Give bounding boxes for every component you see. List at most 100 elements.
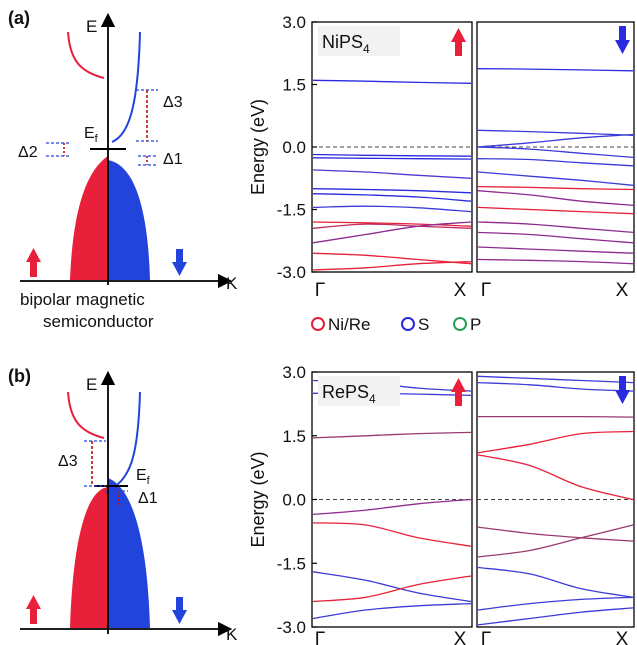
spin-down-band-6: [477, 524, 634, 558]
schematic-b: (b) E K Ef Δ3 Δ1: [8, 366, 238, 644]
gap-delta1-a: Δ1: [163, 151, 183, 168]
legend-item: S: [401, 315, 429, 334]
x-tick-label: Γ: [481, 629, 491, 645]
energy-axis-label-b: E: [86, 375, 97, 394]
spin-down-band-7: [477, 190, 634, 206]
legend-marker: [311, 317, 325, 331]
material-label-box: [318, 376, 400, 406]
spin-down-band-4: [477, 454, 634, 501]
spin-down-band-6: [477, 185, 634, 191]
down-arrow-icon: [615, 26, 630, 54]
spin-up-band-8: [312, 223, 472, 229]
x-tick-label: Γ: [315, 280, 325, 301]
y-tick-label: 0.0: [282, 491, 306, 510]
spin-down-band-0: [477, 375, 634, 384]
legend-item: P: [453, 315, 481, 334]
y-tick-label: 1.5: [282, 76, 306, 95]
panel-label-a: (a): [8, 8, 30, 28]
down-arrow-icon: [172, 597, 187, 624]
spin-up-band-6: [312, 575, 472, 603]
gap-delta1-b: Δ1: [138, 490, 158, 507]
legend-label: S: [418, 315, 429, 334]
x-tick-label: Γ: [315, 629, 325, 645]
spin-up-band-3: [312, 498, 472, 516]
material-label: RePS4: [322, 382, 376, 406]
caption-line2: semiconductor: [43, 312, 154, 331]
spin-down-band-1: [477, 381, 634, 392]
spin-up-band-1: [312, 153, 472, 157]
y-axis-label: Energy (eV): [248, 99, 268, 195]
spin-down-band-2: [478, 415, 634, 418]
up-arrow-icon: [26, 595, 41, 624]
spin-up-band-9: [312, 221, 472, 244]
spin-down-band-11: [477, 246, 634, 254]
up-arrow-icon: [451, 28, 466, 56]
legend-marker: [401, 317, 415, 331]
up-arrow-icon: [26, 248, 41, 277]
gap-delta2-a: Δ2: [18, 144, 38, 161]
spin-down-band-4: [477, 158, 634, 167]
legend-label: P: [470, 315, 481, 334]
spin-up-band-2: [312, 157, 472, 160]
y-tick-label: 3.0: [282, 363, 306, 382]
down-arrow-icon: [172, 249, 187, 276]
spin-down-band-2: [477, 133, 634, 148]
y-tick-label: -1.5: [277, 554, 306, 573]
spin-down-band-12: [477, 258, 634, 265]
gap-delta3-a: Δ3: [163, 94, 183, 111]
spin-down-conduction-a: [111, 31, 141, 143]
spin-up-band-5: [312, 193, 472, 202]
legend-label: Ni/Re: [328, 315, 371, 334]
fermi-label-b: Ef: [136, 467, 151, 487]
k-axis-label-b: K: [226, 625, 238, 644]
y-axis-label: Energy (eV): [248, 451, 268, 547]
legend: Ni/Re S P: [311, 315, 481, 334]
down-arrow-icon: [615, 376, 630, 404]
spin-down-band-3: [477, 146, 634, 159]
spin-up-valence-fill-b: [70, 487, 108, 628]
gap-delta3-b: Δ3: [58, 453, 78, 470]
spin-down-conduction-b: [105, 391, 141, 493]
x-tick-label: X: [454, 280, 467, 301]
material-label-box: [318, 26, 400, 56]
legend-marker: [453, 317, 467, 331]
spin-up-band-7: [312, 221, 472, 227]
x-tick-label: X: [454, 629, 467, 645]
spin-up-band-11: [312, 260, 472, 271]
material-label: NiPS4: [322, 32, 370, 56]
spin-down-band-7: [477, 566, 634, 598]
spin-down-band-8: [477, 206, 634, 215]
spin-up-band-3: [312, 169, 472, 179]
spin-down-band-10: [477, 231, 634, 244]
spin-up-band-0: [312, 79, 472, 84]
spin-down-band-9: [477, 607, 634, 626]
spin-up-band-4: [312, 522, 472, 547]
x-tick-label: Γ: [481, 280, 491, 301]
fermi-label-a: Ef: [84, 125, 99, 145]
legend-item: Ni/Re: [311, 315, 371, 334]
spin-down-valence-fill-b: [108, 478, 150, 628]
y-tick-label: 1.5: [282, 427, 306, 446]
spin-up-band-4: [312, 188, 472, 194]
spin-up-conduction-a: [67, 31, 105, 79]
x-tick-label: X: [616, 280, 629, 301]
spin-down-band-8: [477, 596, 634, 611]
spin-up-band-2: [312, 431, 472, 439]
spin-up-band-6: [312, 205, 472, 213]
y-tick-label: -1.5: [277, 201, 306, 220]
spin-down-valence-fill-a: [108, 160, 150, 280]
spin-down-band-5: [477, 526, 634, 542]
spin-down-band-3: [477, 430, 634, 454]
spin-down-band-1: [477, 129, 634, 136]
k-axis-label-a: K: [226, 274, 238, 293]
schematic-a: (a) E K Ef Δ3 Δ2 Δ1: [8, 8, 238, 331]
spin-down-band-0: [477, 68, 634, 72]
y-tick-label: -3.0: [277, 263, 306, 282]
y-tick-label: 3.0: [282, 13, 306, 32]
spin-up-conduction-b: [67, 391, 105, 439]
spin-down-band-5: [477, 171, 634, 186]
spin-up-band-5: [312, 571, 472, 603]
